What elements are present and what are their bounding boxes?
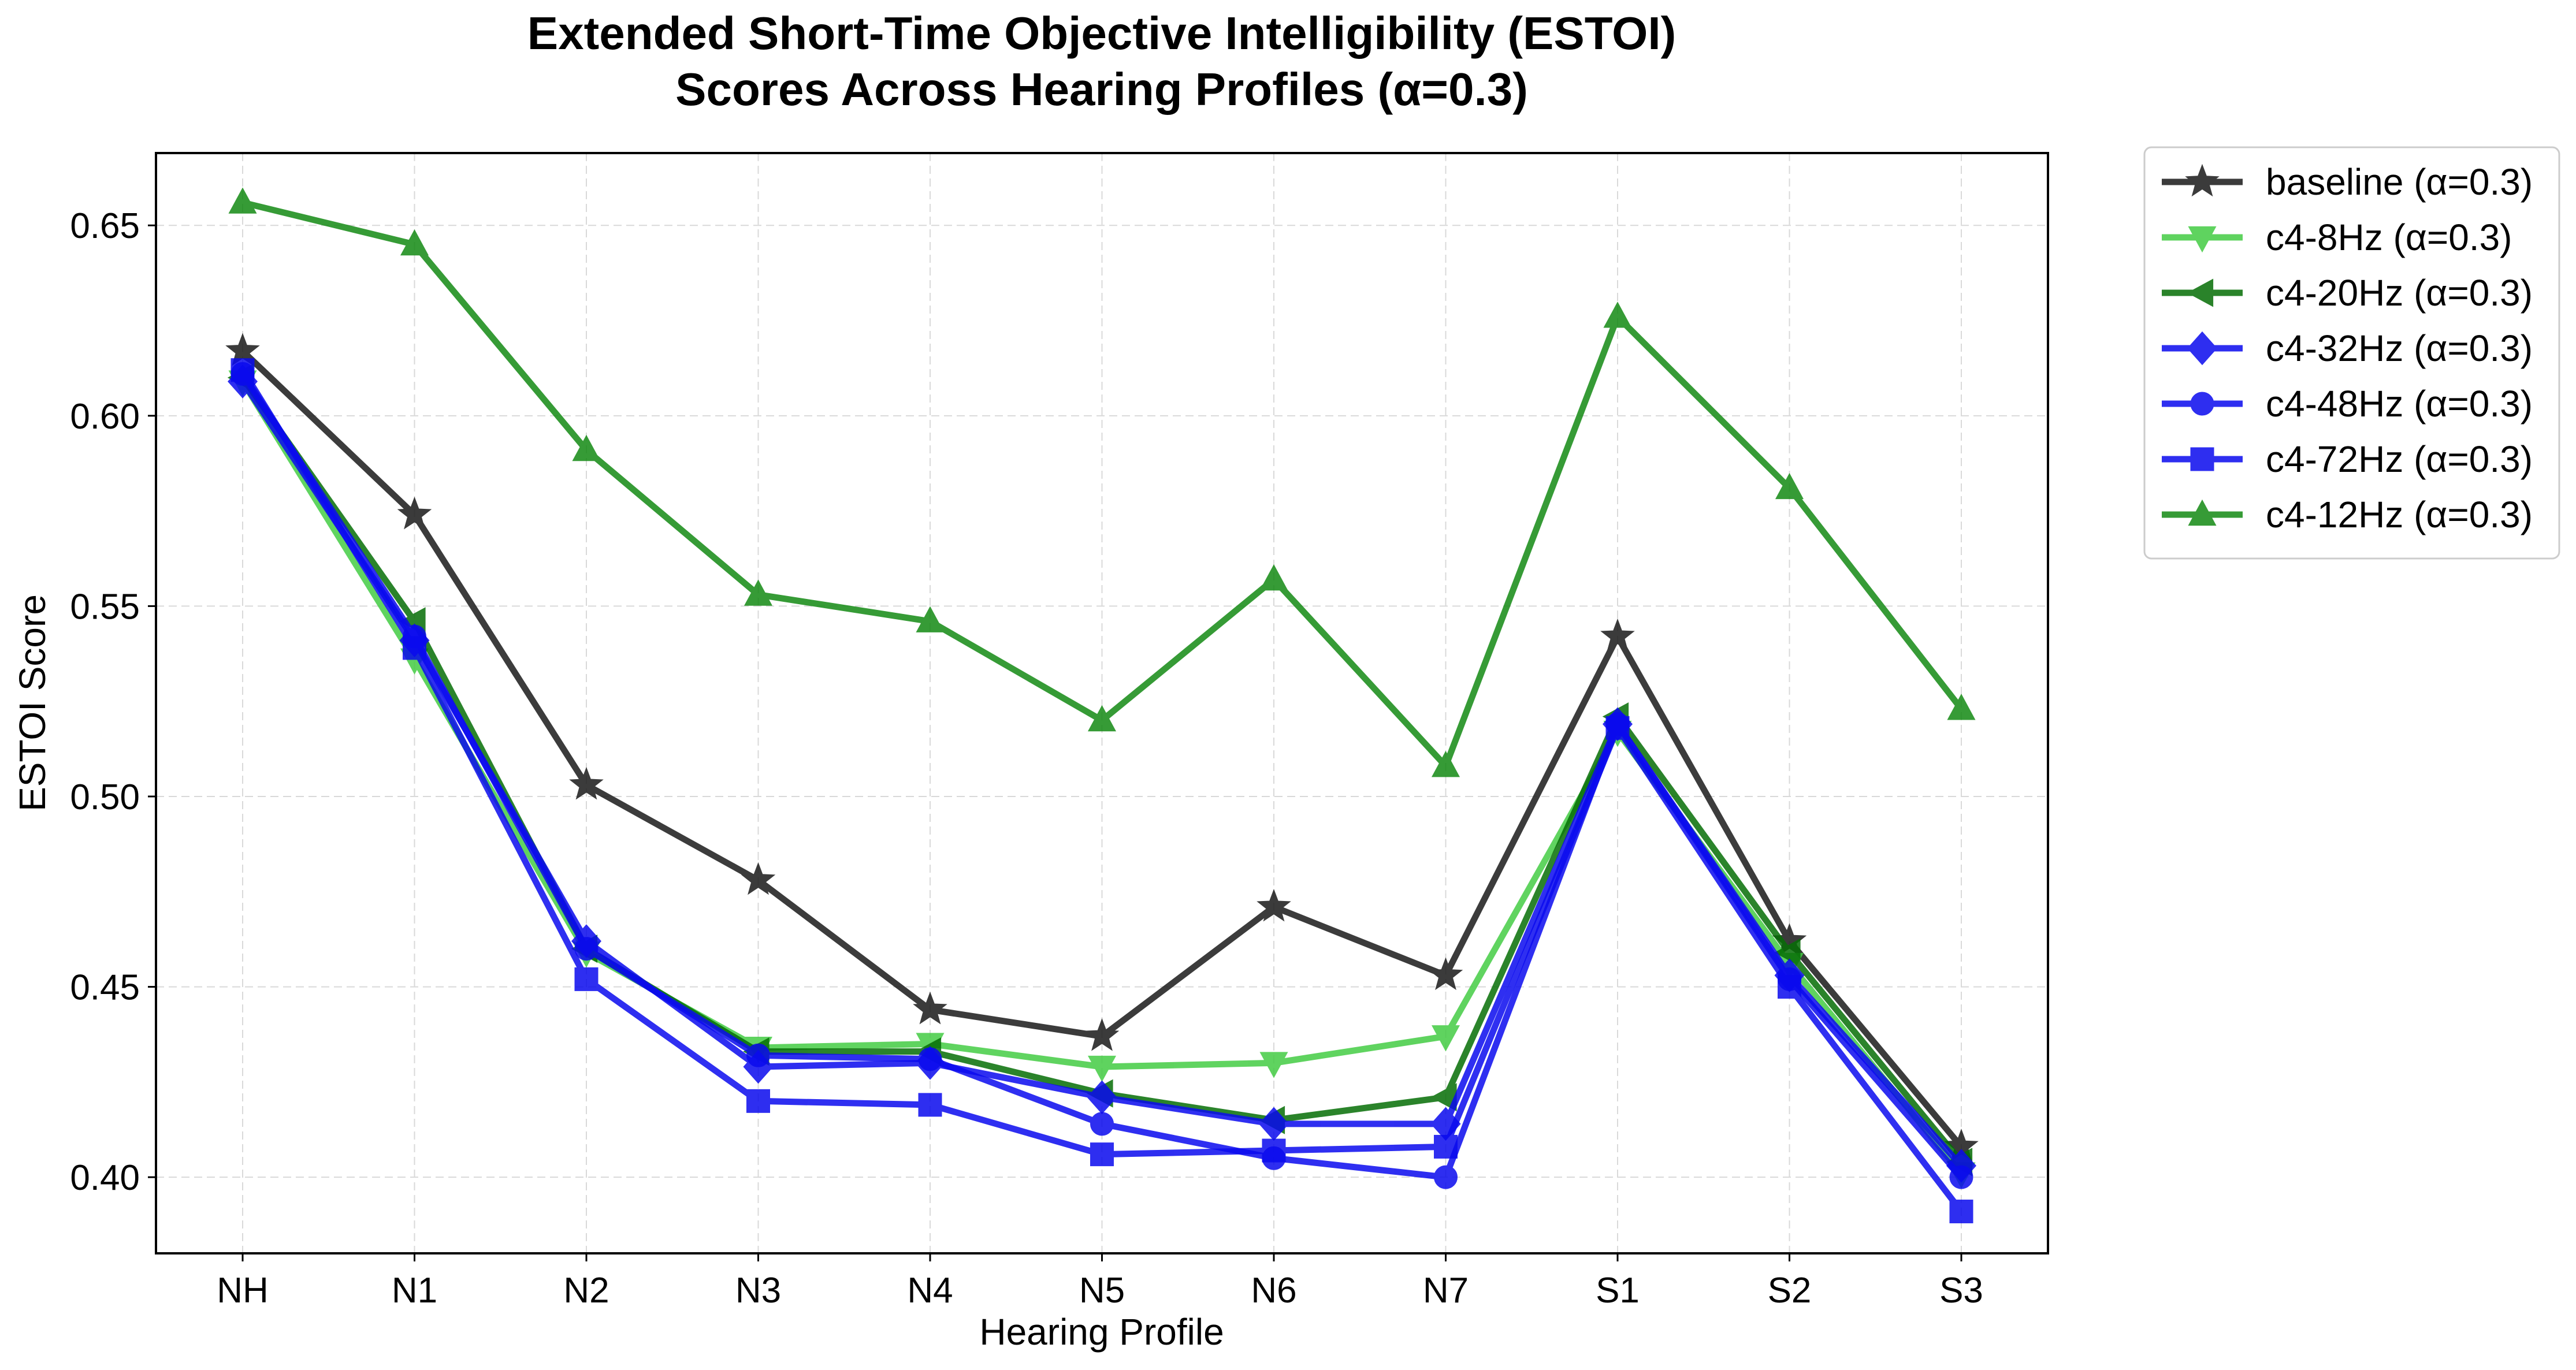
y-axis-label: ESTOI Score [12, 594, 53, 811]
data-point [403, 636, 426, 660]
legend-frame [2143, 146, 2560, 560]
x-tick-label: N6 [1251, 1271, 1296, 1311]
data-point [1259, 1052, 1288, 1078]
x-tick-label: N5 [1079, 1271, 1125, 1311]
legend-marker [2190, 392, 2214, 416]
legend-label: c4-72Hz (α=0.3) [2266, 438, 2533, 480]
legend-entry-1 [2162, 226, 2243, 253]
data-point [1090, 1112, 1114, 1136]
legend-entry-6 [2162, 499, 2243, 526]
data-point [1605, 716, 1630, 740]
data-point [1949, 1165, 1973, 1189]
legend-label: c4-12Hz (α=0.3) [2266, 494, 2533, 535]
x-tick-label: NH [217, 1271, 269, 1311]
legend-marker [2190, 447, 2214, 471]
chart-title-line-2: Scores Across Hearing Profiles (α=0.3) [675, 64, 1528, 115]
legend-entry-5 [2162, 447, 2243, 471]
legend-label: c4-32Hz (α=0.3) [2266, 327, 2533, 369]
legend-label: c4-20Hz (α=0.3) [2266, 272, 2533, 314]
data-point [225, 333, 260, 366]
series-6 [228, 187, 1976, 777]
data-point [1603, 301, 1632, 328]
legend-label: baseline (α=0.3) [2266, 161, 2533, 203]
x-tick-label: S2 [1768, 1271, 1812, 1311]
data-point [400, 229, 429, 256]
data-point [918, 1093, 942, 1117]
data-point [1947, 694, 1976, 720]
x-tick-label: N4 [907, 1271, 953, 1311]
x-tick-label: S1 [1596, 1271, 1640, 1311]
legend-marker [2188, 499, 2217, 526]
axes: NH N1 N2 N3 N4 N5 N6 N7 S1 S2 S3 0.40 0.45 0.50 0.55 0.… [70, 206, 1983, 1311]
data-point [1431, 751, 1460, 777]
y-tick-label: 0.45 [70, 968, 140, 1008]
y-tick-label: 0.65 [70, 206, 140, 246]
data-point [746, 1043, 770, 1067]
data-point [1084, 1018, 1120, 1051]
x-axis-label: Hearing Profile [979, 1311, 1224, 1353]
chart-title-line-1: Extended Short-Time Objective Intelligib… [527, 8, 1676, 59]
data-point [1434, 1165, 1458, 1189]
series-5 [231, 358, 1973, 1223]
data-point [569, 766, 604, 800]
data-point [397, 496, 432, 530]
data-point [744, 579, 773, 606]
data-point [918, 1047, 942, 1071]
y-tick-label: 0.55 [70, 587, 140, 627]
x-tick-label: N3 [735, 1271, 781, 1311]
data-point [741, 862, 776, 895]
data-point [1775, 472, 1804, 500]
legend-label: c4-8Hz (α=0.3) [2266, 217, 2512, 258]
data-point [1778, 975, 1801, 999]
data-point [1949, 1199, 1973, 1223]
legend-entry-0 [2162, 163, 2243, 197]
data-point [574, 937, 599, 961]
legend-entry-2 [2162, 278, 2243, 307]
chart-title: Extended Short-Time Objective Intelligib… [527, 8, 1676, 115]
legend-marker [2187, 331, 2218, 366]
x-tick-label: N2 [563, 1271, 609, 1311]
legend: baseline (α=0.3) c4-8Hz (α=0.3) c4-20Hz (α… [2143, 146, 2560, 560]
legend-entry-3 [2162, 331, 2243, 366]
grid [156, 153, 2048, 1253]
data-point [1259, 564, 1288, 591]
data-point [1774, 938, 1801, 967]
y-tick-label: 0.60 [70, 397, 140, 437]
data-point [913, 991, 947, 1025]
x-tick-label: S3 [1939, 1271, 1983, 1311]
data-point [1434, 1134, 1458, 1159]
data-point [1600, 618, 1635, 652]
data-point [572, 434, 601, 461]
data-point [1257, 888, 1291, 922]
data-point [1431, 1025, 1460, 1052]
data-point [1087, 705, 1117, 732]
y-tick-label: 0.50 [70, 777, 140, 817]
x-tick-label: N7 [1423, 1271, 1469, 1311]
series-lines [225, 187, 1979, 1223]
legend-marker [2188, 226, 2217, 253]
legend-marker [2187, 278, 2214, 307]
y-tick-label: 0.40 [70, 1158, 140, 1198]
data-point [1090, 1142, 1114, 1167]
data-point [1262, 1138, 1286, 1163]
legend-entry-4 [2162, 392, 2243, 416]
data-point [746, 1089, 770, 1113]
data-point [574, 967, 599, 991]
x-tick-label: N1 [392, 1271, 437, 1311]
legend-label: c4-48Hz (α=0.3) [2266, 383, 2533, 425]
data-point [1428, 957, 1463, 991]
data-point [228, 187, 257, 214]
data-point [1087, 1055, 1117, 1082]
legend-marker [2185, 163, 2220, 197]
data-point [231, 358, 255, 382]
data-point [916, 606, 945, 632]
